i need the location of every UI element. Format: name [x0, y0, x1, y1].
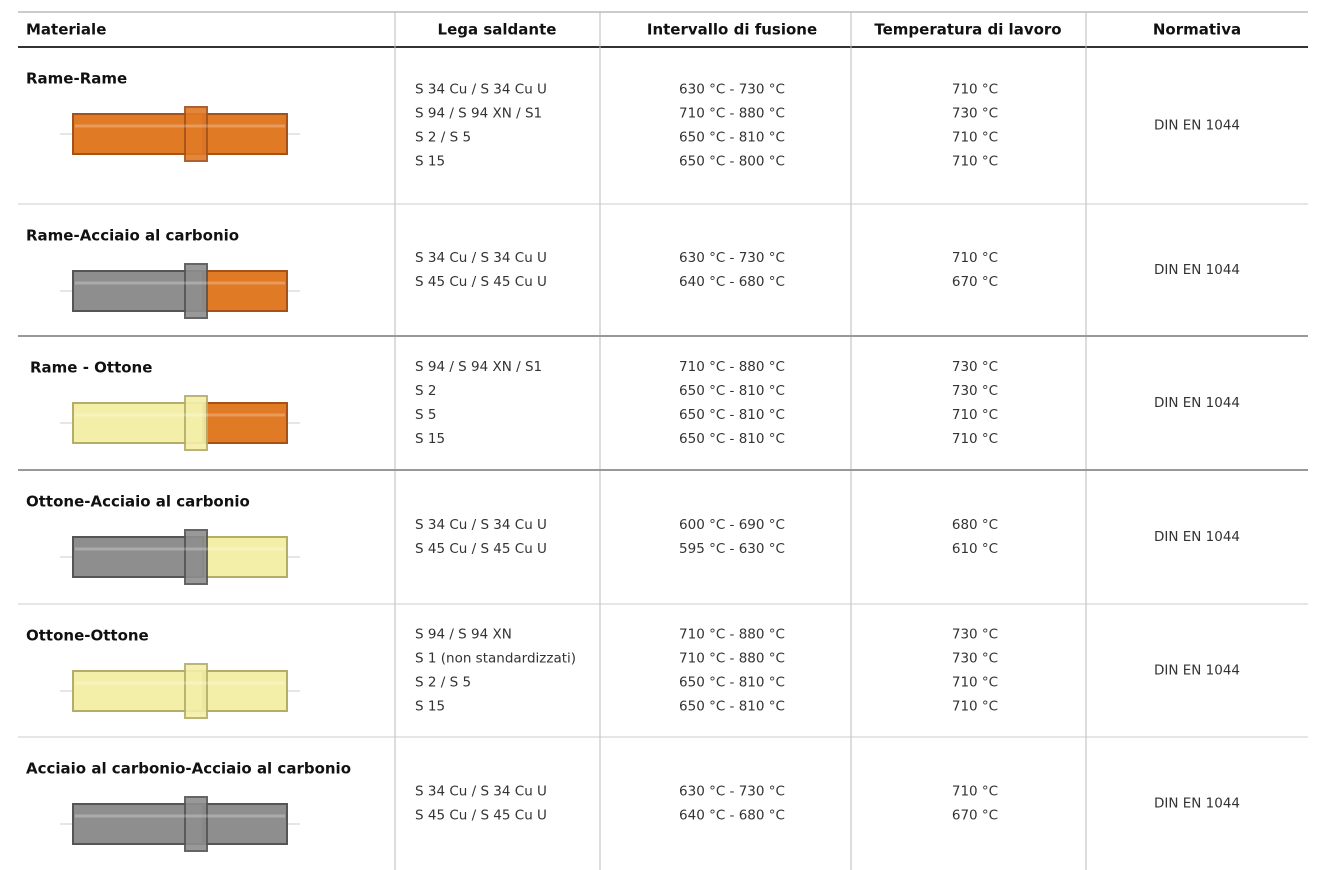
- header-cell: Materiale: [26, 21, 106, 39]
- pipe-sleeve: [184, 106, 208, 162]
- alloys-line: S 94 / S 94 XN / S1: [415, 106, 542, 122]
- working-line: 710 °C: [952, 82, 998, 98]
- working-line: 710 °C: [952, 154, 998, 170]
- working-line: 670 °C: [952, 274, 998, 290]
- melting-line: 650 °C - 810 °C: [679, 130, 785, 146]
- pipe-illustration: [60, 263, 300, 319]
- melting-line: 650 °C - 810 °C: [679, 407, 785, 423]
- melting-line: 650 °C - 810 °C: [679, 675, 785, 691]
- material-name: Rame - Ottone: [30, 359, 152, 377]
- pipe-left: [72, 803, 204, 845]
- pipe-left: [72, 402, 204, 444]
- material-name: Rame-Rame: [26, 70, 127, 88]
- alloys-line: S 5: [415, 407, 436, 423]
- alloys-line: S 2: [415, 383, 436, 399]
- working-line: 730 °C: [952, 106, 998, 122]
- pipe-right: [204, 113, 288, 155]
- melting-line: 710 °C - 880 °C: [679, 359, 785, 375]
- pipe-sleeve: [184, 796, 208, 852]
- alloys-line: S 2 / S 5: [415, 130, 471, 146]
- melting-line: 630 °C - 730 °C: [679, 250, 785, 266]
- working-line: 730 °C: [952, 383, 998, 399]
- pipe-sleeve: [184, 263, 208, 319]
- material-name: Rame-Acciaio al carbonio: [26, 227, 239, 245]
- header-cell: Lega saldante: [438, 21, 557, 39]
- pipe-right: [204, 670, 288, 712]
- alloys-line: S 94 / S 94 XN: [415, 627, 512, 643]
- alloys-line: S 45 Cu / S 45 Cu U: [415, 541, 547, 557]
- standard: DIN EN 1044: [1154, 663, 1240, 679]
- pipe-right: [204, 803, 288, 845]
- pipe-sleeve: [184, 663, 208, 719]
- melting-line: 595 °C - 630 °C: [679, 541, 785, 557]
- melting-line: 710 °C - 880 °C: [679, 627, 785, 643]
- working-line: 730 °C: [952, 627, 998, 643]
- working-line: 710 °C: [952, 407, 998, 423]
- alloys-line: S 34 Cu / S 34 Cu U: [415, 517, 547, 533]
- standard: DIN EN 1044: [1154, 395, 1240, 411]
- standard: DIN EN 1044: [1154, 529, 1240, 545]
- melting-line: 710 °C - 880 °C: [679, 106, 785, 122]
- melting-line: 710 °C - 880 °C: [679, 651, 785, 667]
- working-line: 610 °C: [952, 541, 998, 557]
- alloys-line: S 45 Cu / S 45 Cu U: [415, 808, 547, 824]
- melting-line: 600 °C - 690 °C: [679, 517, 785, 533]
- standard: DIN EN 1044: [1154, 262, 1240, 278]
- pipe-sleeve: [184, 529, 208, 585]
- alloys-line: S 15: [415, 154, 445, 170]
- alloys-line: S 15: [415, 699, 445, 715]
- header-cell: Normativa: [1153, 21, 1241, 39]
- alloys-line: S 45 Cu / S 45 Cu U: [415, 274, 547, 290]
- pipe-illustration: [60, 395, 300, 451]
- melting-line: 630 °C - 730 °C: [679, 82, 785, 98]
- melting-line: 640 °C - 680 °C: [679, 274, 785, 290]
- melting-line: 650 °C - 810 °C: [679, 699, 785, 715]
- working-line: 710 °C: [952, 675, 998, 691]
- alloys-line: S 1 (non standardizzati): [415, 651, 576, 667]
- working-line: 710 °C: [952, 130, 998, 146]
- melting-line: 650 °C - 810 °C: [679, 383, 785, 399]
- pipe-left: [72, 536, 204, 578]
- pipe-sleeve: [184, 395, 208, 451]
- material-name: Ottone-Ottone: [26, 627, 149, 645]
- standard: DIN EN 1044: [1154, 796, 1240, 812]
- working-line: 710 °C: [952, 784, 998, 800]
- pipe-left: [72, 270, 204, 312]
- material-name: Ottone-Acciaio al carbonio: [26, 493, 250, 511]
- alloys-line: S 94 / S 94 XN / S1: [415, 359, 542, 375]
- pipe-right: [204, 536, 288, 578]
- pipe-illustration: [60, 796, 300, 852]
- working-line: 730 °C: [952, 651, 998, 667]
- pipe-right: [204, 270, 288, 312]
- alloys-line: S 15: [415, 431, 445, 447]
- alloys-line: S 2 / S 5: [415, 675, 471, 691]
- working-line: 730 °C: [952, 359, 998, 375]
- alloys-line: S 34 Cu / S 34 Cu U: [415, 82, 547, 98]
- alloys-line: S 34 Cu / S 34 Cu U: [415, 250, 547, 266]
- working-line: 680 °C: [952, 517, 998, 533]
- melting-line: 640 °C - 680 °C: [679, 808, 785, 824]
- alloys-line: S 34 Cu / S 34 Cu U: [415, 784, 547, 800]
- melting-line: 650 °C - 810 °C: [679, 431, 785, 447]
- pipe-left: [72, 113, 204, 155]
- pipe-right: [204, 402, 288, 444]
- header-cell: Intervallo di fusione: [647, 21, 817, 39]
- working-line: 710 °C: [952, 699, 998, 715]
- working-line: 670 °C: [952, 808, 998, 824]
- header-cell: Temperatura di lavoro: [874, 21, 1061, 39]
- standard: DIN EN 1044: [1154, 118, 1240, 134]
- melting-line: 650 °C - 800 °C: [679, 154, 785, 170]
- pipe-left: [72, 670, 204, 712]
- working-line: 710 °C: [952, 250, 998, 266]
- melting-line: 630 °C - 730 °C: [679, 784, 785, 800]
- pipe-illustration: [60, 106, 300, 162]
- working-line: 710 °C: [952, 431, 998, 447]
- pipe-illustration: [60, 663, 300, 719]
- pipe-illustration: [60, 529, 300, 585]
- material-name: Acciaio al carbonio-Acciaio al carbonio: [26, 760, 351, 778]
